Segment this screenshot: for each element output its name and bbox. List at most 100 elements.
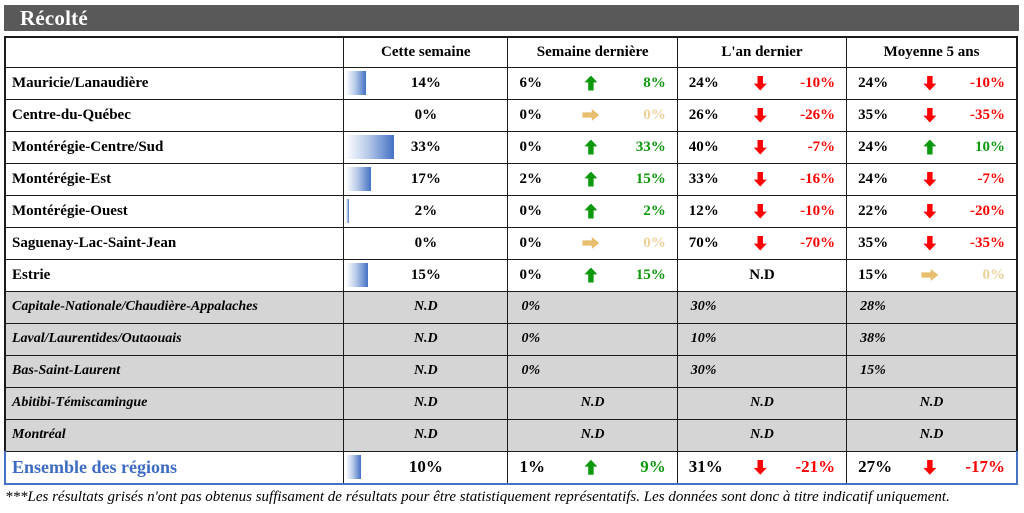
- trend-arrow-icon: [753, 203, 767, 219]
- harvest-bar: [346, 167, 371, 191]
- cell-last-week: 2% 15%: [507, 162, 678, 196]
- cell-avg-5yr: 24% 10%: [846, 130, 1018, 164]
- harvest-bar: [346, 199, 350, 223]
- cell-avg-5yr: N.D: [846, 386, 1018, 420]
- trend-arrow-icon: [582, 237, 600, 249]
- cell-last-year: 24% -10%: [676, 66, 848, 100]
- table-row: Centre-du-Québec 0% 0% 0% 26% -26% 35% -…: [4, 98, 1018, 132]
- table-row: Montérégie-Centre/Sud 33% 0% 33% 40% -7%…: [4, 130, 1018, 164]
- cell-this-week: 2%: [343, 194, 509, 228]
- cell-last-week: 0%: [507, 322, 678, 356]
- cell-last-year: 12% -10%: [676, 194, 848, 228]
- cell-avg-5yr: 22% -20%: [846, 194, 1018, 228]
- header-row: Cette semaine Semaine dernière L'an dern…: [4, 36, 1018, 68]
- page-title: Récolté: [20, 5, 88, 30]
- corner-cell: [4, 36, 345, 68]
- table-row-muted: Capitale-Nationale/Chaudière-Appalaches …: [4, 290, 1018, 324]
- region-name: Laval/Laurentides/Outaouais: [4, 322, 345, 356]
- region-name: Mauricie/Lanaudière: [4, 66, 345, 100]
- cell-avg-5yr: 35% -35%: [846, 98, 1018, 132]
- harvest-bar: [346, 71, 367, 95]
- trend-arrow-icon: [923, 139, 937, 155]
- region-name: Saguenay-Lac-Saint-Jean: [4, 226, 345, 260]
- cell-avg-5yr: 35% -35%: [846, 226, 1018, 260]
- trend-arrow-icon: [584, 203, 598, 219]
- trend-arrow-icon: [584, 459, 598, 475]
- trend-arrow-icon: [584, 75, 598, 91]
- cell-last-week: 0% 0%: [507, 226, 678, 260]
- trend-arrow-icon: [923, 459, 937, 475]
- harvest-bar: [346, 455, 361, 480]
- cell-this-week: N.D: [343, 386, 509, 420]
- cell-this-week: N.D: [343, 354, 509, 388]
- trend-arrow-icon: [584, 171, 598, 187]
- table-row-muted: Abitibi-Témiscamingue N.D N.D N.D N.D: [4, 386, 1018, 420]
- col-header-this-week: Cette semaine: [343, 36, 509, 68]
- region-name: Centre-du-Québec: [4, 98, 345, 132]
- trend-arrow-icon: [584, 139, 598, 155]
- trend-arrow-icon: [582, 109, 600, 121]
- trend-arrow-icon: [753, 459, 767, 475]
- table-row-muted: Bas-Saint-Laurent N.D 0% 30% 15%: [4, 354, 1018, 388]
- cell-this-week: 33%: [343, 130, 509, 164]
- cell-last-week: 0%: [507, 290, 678, 324]
- trend-arrow-icon: [923, 107, 937, 123]
- cell-last-week: 0%: [507, 354, 678, 388]
- col-header-last-year: L'an dernier: [676, 36, 848, 68]
- trend-arrow-icon: [923, 75, 937, 91]
- harvest-bar: [346, 135, 394, 159]
- cell-this-week: 10%: [343, 450, 509, 485]
- trend-arrow-icon: [753, 171, 767, 187]
- table-row: Saguenay-Lac-Saint-Jean 0% 0% 0% 70% -70…: [4, 226, 1018, 260]
- cell-last-week: 0% 33%: [507, 130, 678, 164]
- section-title-bar: Récolté: [4, 5, 1019, 31]
- trend-arrow-icon: [923, 235, 937, 251]
- trend-arrow-icon: [753, 107, 767, 123]
- cell-last-year: N.D: [676, 258, 848, 292]
- cell-last-week: 0% 2%: [507, 194, 678, 228]
- cell-avg-5yr: 24% -10%: [846, 66, 1018, 100]
- cell-this-week: 15%: [343, 258, 509, 292]
- cell-this-week: N.D: [343, 418, 509, 452]
- region-name: Estrie: [4, 258, 345, 292]
- region-name: Capitale-Nationale/Chaudière-Appalaches: [4, 290, 345, 324]
- cell-avg-5yr: N.D: [846, 418, 1018, 452]
- cell-last-week: N.D: [507, 386, 678, 420]
- cell-last-year: N.D: [676, 386, 848, 420]
- cell-last-year: N.D: [676, 418, 848, 452]
- trend-arrow-icon: [753, 139, 767, 155]
- trend-arrow-icon: [584, 267, 598, 283]
- cell-this-week: N.D: [343, 290, 509, 324]
- cell-last-year: 33% -16%: [676, 162, 848, 196]
- trend-arrow-icon: [753, 235, 767, 251]
- cell-last-week: 6% 8%: [507, 66, 678, 100]
- cell-last-week: 1% 9%: [507, 450, 678, 485]
- trend-arrow-icon: [753, 75, 767, 91]
- harvest-table: Cette semaine Semaine dernière L'an dern…: [4, 36, 1019, 485]
- cell-this-week: N.D: [343, 322, 509, 356]
- cell-last-year: 30%: [676, 354, 848, 388]
- cell-avg-5yr: 15% 0%: [846, 258, 1018, 292]
- region-name: Montérégie-Ouest: [4, 194, 345, 228]
- table-row-muted: Laval/Laurentides/Outaouais N.D 0% 10% 3…: [4, 322, 1018, 356]
- footnote: ***Les résultats grisés n'ont pas obtenu…: [5, 489, 950, 505]
- table-row: Montérégie-Est 17% 2% 15% 33% -16% 24% -…: [4, 162, 1018, 196]
- table-row-total: Ensemble des régions 10% 1% 9% 31% -21% …: [4, 450, 1019, 485]
- cell-this-week: 0%: [343, 226, 509, 260]
- cell-avg-5yr: 24% -7%: [846, 162, 1018, 196]
- cell-avg-5yr: 38%: [846, 322, 1018, 356]
- col-header-last-week: Semaine dernière: [507, 36, 678, 68]
- trend-arrow-icon: [923, 203, 937, 219]
- table-row: Mauricie/Lanaudière 14% 6% 8% 24% -10% 2…: [4, 66, 1018, 100]
- table-row: Estrie 15% 0% 15% N.D 15% 0%: [4, 258, 1018, 292]
- region-name: Montérégie-Est: [4, 162, 345, 196]
- cell-last-year: 31% -21%: [676, 450, 848, 485]
- cell-avg-5yr: 28%: [846, 290, 1018, 324]
- cell-this-week: 0%: [343, 98, 509, 132]
- table-row: Montérégie-Ouest 2% 0% 2% 12% -10% 22% -…: [4, 194, 1018, 228]
- cell-last-week: N.D: [507, 418, 678, 452]
- cell-last-week: 0% 0%: [507, 98, 678, 132]
- region-name: Ensemble des régions: [4, 450, 345, 485]
- cell-this-week: 17%: [343, 162, 509, 196]
- harvest-bar: [346, 263, 368, 287]
